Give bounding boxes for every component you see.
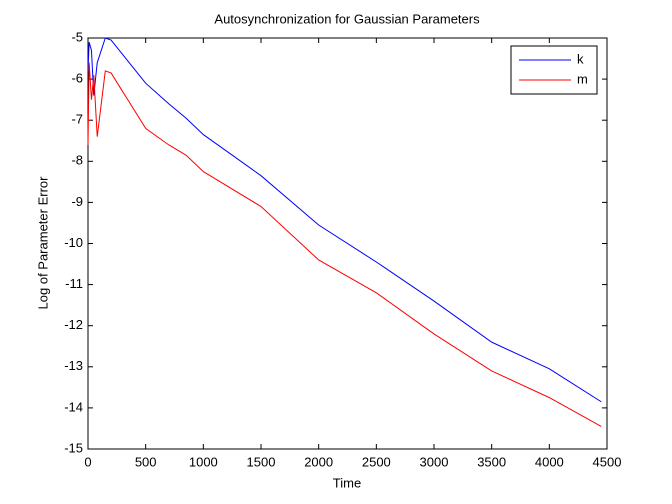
series-line [87,62,602,427]
x-tick-label: 2500 [362,454,391,469]
y-tick-label: -10 [64,235,83,250]
y-tick-label: -11 [65,276,83,291]
y-tick-label: -15 [64,440,83,455]
y-tick-label: -12 [64,317,83,332]
x-tick-label: 1500 [247,454,276,469]
y-tick-label: -14 [64,399,83,414]
x-tick-label: 3500 [477,454,506,469]
y-tick-label: -5 [71,29,83,44]
legend-label: m [577,71,588,86]
x-axis-label: Time [333,475,361,490]
x-tick-label: 0 [84,454,91,469]
x-tick-label: 1000 [189,454,218,469]
y-tick-label: -9 [71,194,83,209]
series-line [87,37,602,403]
x-tick-label: 4000 [535,454,564,469]
y-tick-label: -6 [71,71,83,86]
x-tick-label: 2000 [304,454,333,469]
x-tick-label: 500 [135,454,157,469]
y-tick-label: -13 [64,358,83,373]
y-tick-label: -7 [71,112,83,127]
x-tick-label: 4500 [593,454,622,469]
legend-label: k [577,51,584,66]
chart-title: Autosynchronization for Gaussian Paramet… [214,11,480,26]
y-tick-label: -8 [71,153,83,168]
legend-box [510,45,598,95]
y-axis-label: Log of Parameter Error [35,176,50,310]
x-tick-label: 3000 [420,454,449,469]
